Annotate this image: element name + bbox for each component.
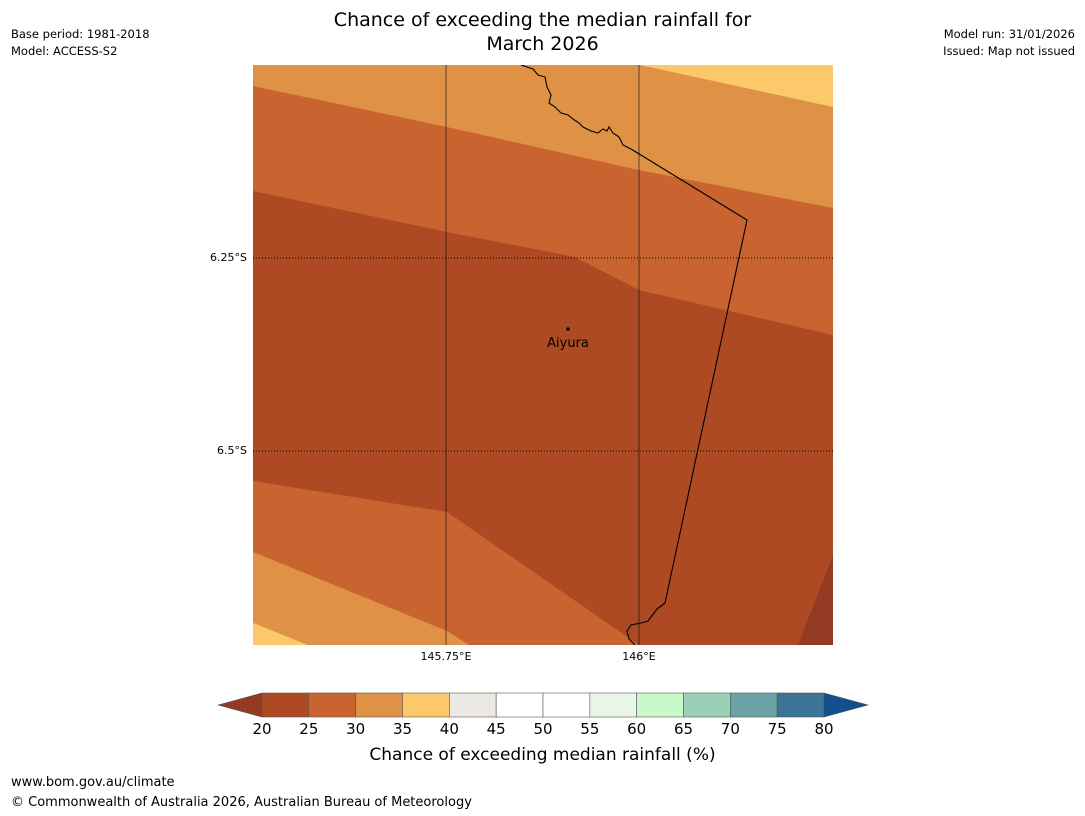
colorbar-tick-label: 40 — [439, 720, 459, 738]
lat-label-6-25: 6.25°S — [210, 251, 247, 264]
colorbar-segment — [776, 692, 825, 718]
rainfall-map — [253, 65, 833, 645]
colorbar-segment — [495, 692, 544, 718]
model-name: Model: ACCESS-S2 — [11, 44, 118, 58]
colorbar-title: Chance of exceeding median rainfall (%) — [369, 745, 716, 765]
province-boundary — [520, 65, 748, 645]
colorbar-tick-label: 20 — [252, 720, 272, 738]
colorbar-tick-label: 25 — [299, 720, 319, 738]
colorbar-tick-label: 45 — [486, 720, 506, 738]
aiyura-label: Aiyura — [547, 336, 589, 351]
colorbar-segment — [589, 692, 637, 718]
colorbar-segment — [730, 692, 778, 718]
base-period: Base period: 1981-2018 — [11, 27, 150, 41]
colorbar-segment — [683, 692, 731, 718]
meta-right: Model run: 31/01/2026 Issued: Map not is… — [943, 26, 1075, 60]
aiyura-marker — [566, 327, 570, 331]
meta-left: Base period: 1981-2018 Model: ACCESS-S2 — [11, 26, 150, 60]
colorbar-tick-label: 60 — [627, 720, 647, 738]
colorbar-segment — [308, 692, 356, 718]
map-title-line1: Chance of exceeding the median rainfall … — [333, 9, 752, 31]
colorbar-segment — [542, 692, 591, 718]
map-title: Chance of exceeding the median rainfall … — [0, 8, 1085, 56]
colorbar-segment — [355, 692, 403, 718]
footer-url[interactable]: www.bom.gov.au/climate — [11, 775, 175, 790]
colorbar — [216, 692, 870, 718]
colorbar-tick-label: 55 — [580, 720, 600, 738]
map-title-line2: March 2026 — [486, 33, 599, 55]
lon-label-146: 146°E — [622, 650, 656, 663]
band-35-40-south — [253, 623, 308, 645]
colorbar-tick-label: 70 — [720, 720, 740, 738]
footer-copyright: © Commonwealth of Australia 2026, Austra… — [11, 795, 472, 810]
colorbar-segment — [449, 692, 497, 718]
colorbar-segment — [402, 692, 450, 718]
issued-status: Issued: Map not issued — [943, 44, 1075, 58]
lat-label-6-5: 6.5°S — [217, 444, 247, 457]
model-run: Model run: 31/01/2026 — [943, 27, 1075, 41]
colorbar-tick-label: 35 — [392, 720, 413, 738]
colorbar-tick-label: 50 — [533, 720, 553, 738]
colorbar-extend-low — [216, 692, 263, 718]
colorbar-tick-label: 65 — [673, 720, 694, 738]
colorbar-extend-high — [823, 692, 870, 718]
band-35-40-north — [640, 65, 833, 107]
colorbar-tick-label: 75 — [767, 720, 787, 738]
lon-label-145-75: 145.75°E — [420, 650, 472, 663]
band-30-35-north — [253, 65, 833, 208]
colorbar-tick-label: 30 — [346, 720, 366, 738]
colorbar-segment — [261, 692, 310, 718]
band-30-35-south — [253, 552, 469, 645]
colorbar-tick-label: 80 — [814, 720, 834, 738]
band-below-20 — [798, 555, 833, 645]
colorbar-segment — [636, 692, 684, 718]
